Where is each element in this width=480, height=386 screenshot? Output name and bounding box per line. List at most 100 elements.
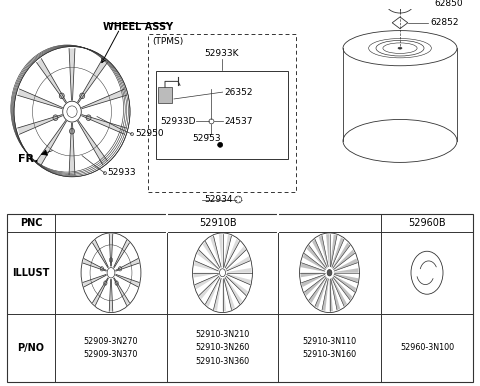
Polygon shape (300, 273, 325, 277)
Polygon shape (214, 278, 222, 311)
Ellipse shape (86, 115, 91, 120)
Polygon shape (334, 258, 358, 271)
Polygon shape (225, 277, 242, 304)
Polygon shape (78, 120, 108, 164)
Polygon shape (334, 275, 356, 292)
Polygon shape (18, 115, 62, 134)
Text: (TPMS): (TPMS) (152, 37, 183, 46)
Polygon shape (116, 274, 139, 287)
Polygon shape (315, 278, 328, 308)
Text: 52910B: 52910B (199, 218, 237, 228)
Text: 52910-3N210
52910-3N260
52910-3N360: 52910-3N210 52910-3N260 52910-3N360 (195, 330, 250, 366)
Text: 52933K: 52933K (205, 49, 239, 58)
Text: 52953: 52953 (192, 134, 220, 144)
Text: 52933D: 52933D (160, 117, 195, 126)
Ellipse shape (398, 47, 402, 49)
Polygon shape (319, 235, 328, 267)
Polygon shape (331, 279, 340, 310)
Bar (156, 71, 288, 159)
Text: WHEEL ASSY: WHEEL ASSY (103, 22, 173, 32)
Ellipse shape (327, 269, 332, 276)
Polygon shape (303, 254, 325, 270)
Ellipse shape (53, 115, 58, 120)
Polygon shape (194, 261, 218, 272)
Polygon shape (227, 274, 251, 285)
Text: 52960-3N100: 52960-3N100 (400, 344, 454, 352)
Text: P/NO: P/NO (17, 343, 45, 353)
Polygon shape (334, 274, 358, 283)
Polygon shape (36, 120, 66, 164)
Polygon shape (193, 273, 218, 278)
Polygon shape (330, 235, 337, 267)
Polygon shape (82, 115, 126, 134)
Text: 52909-3N270
52909-3N370: 52909-3N270 52909-3N370 (84, 337, 138, 359)
Polygon shape (226, 276, 248, 295)
Polygon shape (158, 87, 172, 103)
Polygon shape (199, 276, 219, 299)
Ellipse shape (119, 267, 122, 271)
Polygon shape (69, 123, 75, 175)
Text: 26352: 26352 (225, 88, 253, 96)
Polygon shape (93, 278, 108, 305)
Polygon shape (109, 234, 113, 266)
Polygon shape (304, 276, 325, 296)
Polygon shape (78, 59, 108, 103)
Polygon shape (205, 278, 220, 306)
Text: 52950: 52950 (135, 129, 164, 138)
Polygon shape (203, 242, 220, 268)
Ellipse shape (100, 267, 104, 271)
Polygon shape (301, 274, 325, 287)
Polygon shape (322, 279, 329, 311)
Ellipse shape (80, 93, 85, 99)
Polygon shape (307, 245, 326, 269)
Text: ILLUST: ILLUST (12, 268, 50, 278)
Polygon shape (83, 274, 106, 287)
Polygon shape (93, 240, 108, 267)
Polygon shape (83, 259, 106, 271)
Ellipse shape (115, 281, 118, 285)
Polygon shape (226, 246, 246, 269)
Polygon shape (333, 277, 352, 300)
Text: 52933: 52933 (107, 168, 136, 177)
Polygon shape (334, 268, 359, 273)
Text: 62852: 62852 (430, 18, 458, 27)
Polygon shape (227, 268, 252, 273)
Ellipse shape (70, 129, 74, 134)
Polygon shape (36, 59, 66, 103)
Polygon shape (224, 278, 235, 310)
Polygon shape (210, 236, 221, 267)
Text: 62850: 62850 (434, 0, 463, 8)
Polygon shape (301, 263, 325, 272)
Text: 52910-3N110
52910-3N160: 52910-3N110 52910-3N160 (302, 337, 357, 359)
Polygon shape (114, 278, 130, 305)
Ellipse shape (217, 142, 223, 147)
Polygon shape (223, 235, 231, 267)
Bar (7, 214, 473, 382)
Polygon shape (309, 277, 326, 303)
Ellipse shape (104, 281, 107, 285)
Polygon shape (332, 278, 347, 306)
Polygon shape (197, 250, 219, 270)
Polygon shape (312, 239, 327, 267)
Polygon shape (225, 239, 240, 268)
Text: 52934: 52934 (204, 195, 233, 204)
Polygon shape (109, 279, 113, 312)
Polygon shape (227, 256, 250, 271)
Text: 24537: 24537 (225, 117, 253, 126)
Polygon shape (195, 274, 218, 289)
Polygon shape (223, 279, 226, 312)
Polygon shape (333, 250, 355, 269)
Text: FR.: FR. (18, 154, 38, 164)
Polygon shape (333, 242, 350, 268)
Polygon shape (331, 237, 344, 267)
Ellipse shape (109, 258, 113, 262)
Polygon shape (114, 240, 130, 267)
Polygon shape (326, 234, 329, 266)
Polygon shape (329, 279, 333, 312)
Text: PNC: PNC (20, 218, 42, 228)
Polygon shape (116, 259, 139, 271)
Polygon shape (82, 89, 126, 109)
Polygon shape (18, 89, 62, 109)
Text: 52960B: 52960B (408, 218, 446, 228)
Polygon shape (219, 234, 223, 267)
